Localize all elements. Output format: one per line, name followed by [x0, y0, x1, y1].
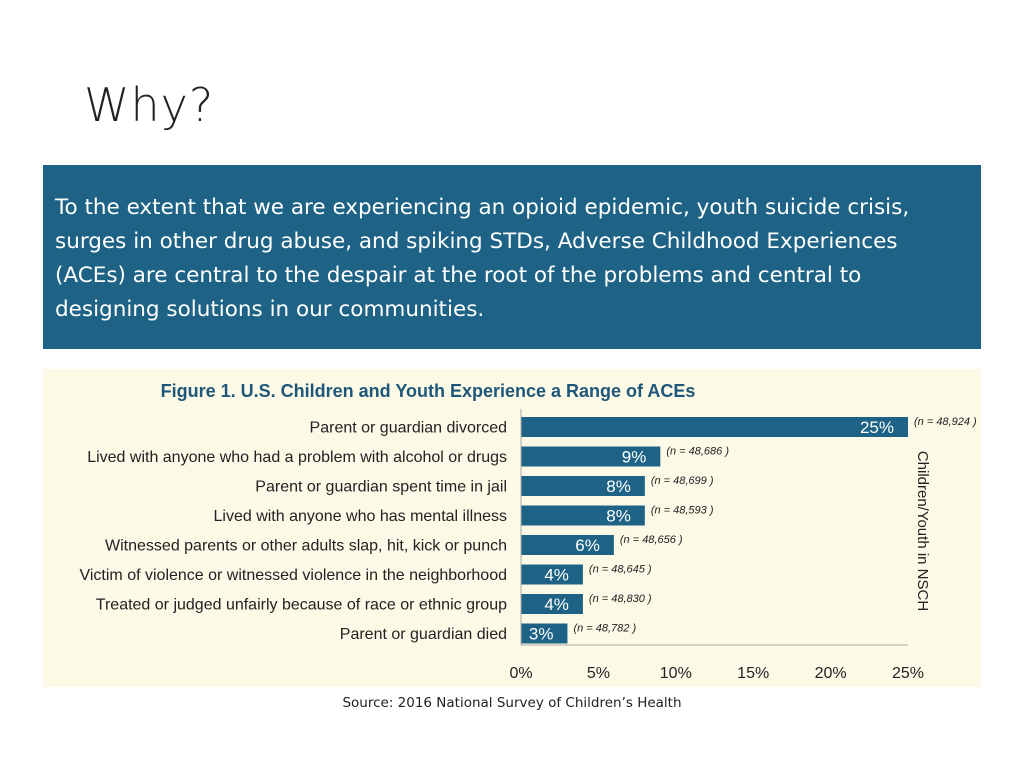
- category-label: Treated or judged unfairly because of ra…: [96, 597, 507, 614]
- category-label: Parent or guardian died: [340, 626, 507, 643]
- sample-size-label: (n = 48,830 ): [589, 593, 652, 605]
- bar: [521, 564, 583, 585]
- sample-size-label: (n = 48,924 ): [914, 416, 977, 428]
- intro-text-box: To the extent that we are experiencing a…: [43, 165, 981, 349]
- sample-size-label: (n = 48,656 ): [620, 534, 683, 546]
- x-tick-label: 5%: [587, 665, 610, 682]
- value-label: 8%: [606, 477, 631, 496]
- x-tick-label: 25%: [892, 665, 924, 682]
- chart-title: Figure 1. U.S. Children and Youth Experi…: [161, 381, 696, 401]
- value-label: 6%: [575, 536, 600, 555]
- category-label: Lived with anyone who has mental illness: [214, 508, 508, 525]
- x-tick-label: 0%: [509, 665, 532, 682]
- category-label: Victim of violence or witnessed violence…: [79, 567, 507, 584]
- value-label: 4%: [544, 566, 569, 585]
- bar: [521, 623, 568, 644]
- bar: [521, 446, 661, 467]
- value-label: 25%: [860, 418, 894, 437]
- x-tick-label: 10%: [660, 665, 692, 682]
- value-label: 4%: [544, 595, 569, 614]
- sample-size-label: (n = 48,782 ): [573, 623, 636, 635]
- category-label: Lived with anyone who had a problem with…: [87, 449, 507, 466]
- bar: [521, 594, 583, 614]
- category-label: Witnessed parents or other adults slap, …: [105, 538, 507, 555]
- bar: [521, 417, 908, 437]
- bar: [521, 535, 614, 555]
- intro-paragraph: To the extent that we are experiencing a…: [55, 195, 910, 322]
- value-label: 3%: [529, 625, 554, 644]
- chart-panel: Figure 1. U.S. Children and Youth Experi…: [43, 369, 981, 687]
- side-axis-label: Children/Youth in NSCH: [914, 451, 931, 611]
- sample-size-label: (n = 48,593 ): [651, 505, 714, 517]
- value-label: 8%: [606, 507, 631, 526]
- sample-size-label: (n = 48,699 ): [651, 475, 714, 487]
- category-label: Parent or guardian divorced: [310, 420, 507, 437]
- value-label: 9%: [622, 448, 647, 467]
- x-tick-label: 15%: [737, 665, 769, 682]
- source-note: Source: 2016 National Survey of Children…: [342, 695, 682, 711]
- sample-size-label: (n = 48,645 ): [589, 564, 652, 576]
- ace-bar-chart: Figure 1. U.S. Children and Youth Experi…: [79, 381, 977, 682]
- bar: [521, 476, 645, 496]
- x-tick-label: 20%: [815, 665, 847, 682]
- slide-title: Why?: [84, 78, 215, 132]
- bar: [521, 505, 645, 526]
- category-label: Parent or guardian spent time in jail: [255, 479, 507, 496]
- sample-size-label: (n = 48,686 ): [666, 446, 729, 458]
